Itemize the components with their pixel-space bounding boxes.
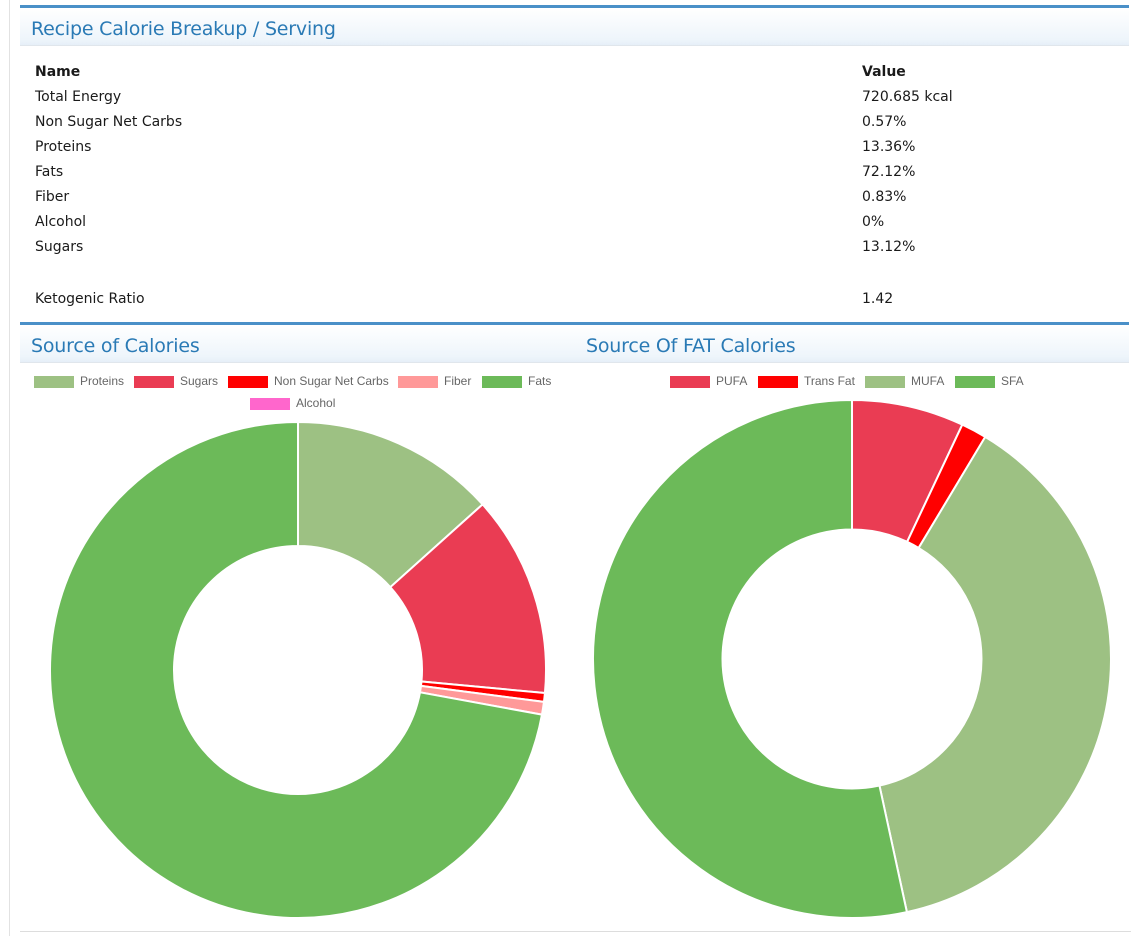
legend-swatch (398, 376, 438, 388)
row-value: 13.12% (862, 239, 916, 255)
legend-label: Trans Fat (804, 374, 855, 388)
row-name: Fats (35, 164, 64, 180)
legend-label: Alcohol (296, 396, 336, 410)
legend-swatch (34, 376, 74, 388)
legend-swatch (134, 376, 174, 388)
row-name: Total Energy (35, 89, 122, 105)
row-value: 0.83% (862, 189, 907, 205)
ketogenic-ratio-label: Ketogenic Ratio (35, 291, 145, 307)
row-name: Proteins (35, 139, 92, 155)
row-name: Non Sugar Net Carbs (35, 114, 183, 130)
ketogenic-ratio-value: 1.42 (862, 291, 894, 307)
value-column-header: Value (862, 64, 906, 80)
legend-swatch (865, 376, 905, 388)
donut-slice-sfa[interactable] (592, 398, 909, 919)
donut-slice-fats[interactable] (49, 420, 544, 919)
legend-swatch (670, 376, 710, 388)
legend-label: Sugars (180, 374, 219, 388)
row-value: 720.685 kcal (862, 89, 953, 105)
row-value: 0.57% (862, 114, 907, 130)
fat-panel-header: Source Of FAT Calories (575, 322, 1129, 363)
row-name: Fiber (35, 189, 70, 205)
legend-swatch (955, 376, 995, 388)
row-name: Alcohol (35, 214, 87, 230)
fat-chart-title: Source Of FAT Calories (586, 335, 796, 357)
legend-label: MUFA (911, 374, 945, 388)
calories-chart-title: Source of Calories (31, 335, 200, 357)
legend-label: Non Sugar Net Carbs (274, 374, 389, 388)
row-value: 72.12% (862, 164, 916, 180)
row-value: 0% (862, 214, 885, 230)
row-value: 13.36% (862, 139, 916, 155)
breakup-panel-header: Recipe Calorie Breakup / Serving (20, 5, 1129, 46)
legend-label: Fats (528, 374, 552, 388)
breakup-panel-title: Recipe Calorie Breakup / Serving (31, 18, 336, 40)
legend-swatch (758, 376, 798, 388)
bottom-divider (20, 931, 1131, 932)
legend-label: Fiber (444, 374, 472, 388)
legend-label: Proteins (80, 374, 125, 388)
donut-slice-mufa[interactable] (878, 435, 1112, 914)
name-column-header: Name (35, 64, 81, 80)
calories-donut-chart (49, 420, 547, 919)
legend-label: SFA (1001, 374, 1024, 388)
legend-swatch (482, 376, 522, 388)
fat-donut-chart (592, 398, 1112, 919)
calories-panel-header: Source of Calories (20, 322, 575, 363)
row-name: Sugars (35, 239, 84, 255)
legend-swatch (250, 398, 290, 410)
legend-label: PUFA (716, 374, 748, 388)
legend-swatch (228, 376, 268, 388)
page-left-border (9, 0, 10, 936)
